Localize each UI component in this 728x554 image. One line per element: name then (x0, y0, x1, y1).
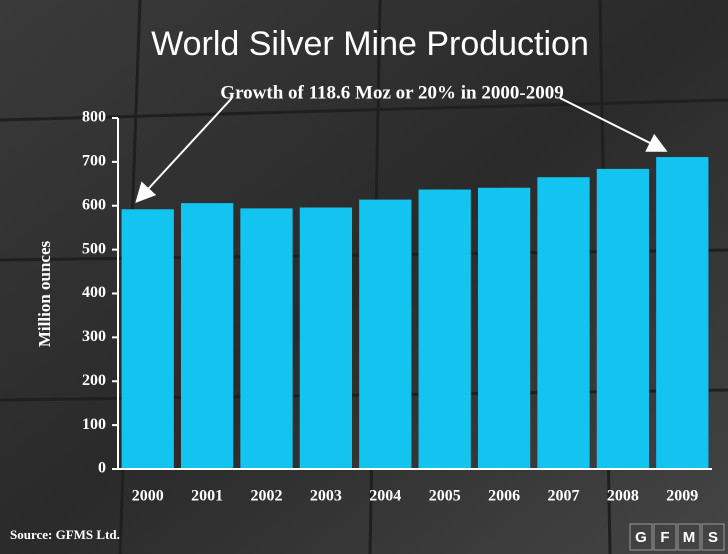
y-tick-label: 800 (82, 109, 106, 126)
logo-letter: S (708, 529, 718, 546)
bar (240, 208, 293, 469)
y-tick-label: 400 (82, 284, 106, 301)
bar (121, 209, 174, 469)
bar (418, 189, 471, 470)
x-tick-label: 2005 (429, 488, 461, 505)
logo-box (677, 523, 701, 551)
bar (537, 177, 590, 469)
x-tick-label: 2004 (369, 488, 401, 505)
y-tick-label: 200 (82, 372, 106, 389)
bar (477, 187, 531, 470)
x-tick-label: 2001 (191, 488, 223, 505)
y-tick-label: 500 (82, 240, 106, 257)
source: Source: GFMS Ltd. (10, 527, 120, 542)
y-tick-label: 0 (98, 460, 106, 477)
y-tick-label: 300 (82, 328, 106, 345)
logo-box (701, 523, 725, 551)
y-axis-label: Million ounces (35, 240, 54, 347)
bar (359, 199, 412, 470)
annotation-arrow (559, 97, 668, 152)
logo-letter: M (683, 529, 696, 546)
logo-letter: G (635, 529, 647, 546)
x-tick-label: 2008 (607, 488, 639, 505)
x-tick-label: 2003 (310, 488, 342, 505)
bar (656, 157, 709, 469)
y-tick-label: 600 (82, 196, 106, 213)
logo-box (653, 523, 677, 551)
annotation-arrow (135, 97, 233, 203)
y-tick-label: 700 (82, 153, 106, 170)
x-tick-label: 2000 (132, 488, 164, 505)
x-tick-label: 2002 (251, 488, 283, 505)
x-tick-label: 2009 (666, 488, 698, 505)
chart-title: World Silver Mine Production (151, 25, 589, 63)
bar (180, 203, 234, 469)
annotation: Growth of 118.6 Moz or 20% in 2000-2009 (220, 82, 563, 103)
y-tick-label: 100 (82, 416, 106, 433)
logo-box (629, 523, 653, 551)
x-tick-label: 2007 (548, 488, 580, 505)
bar (299, 207, 353, 469)
x-tick-label: 2006 (488, 488, 520, 505)
logo-letter: F (660, 529, 669, 546)
bar (596, 168, 650, 469)
